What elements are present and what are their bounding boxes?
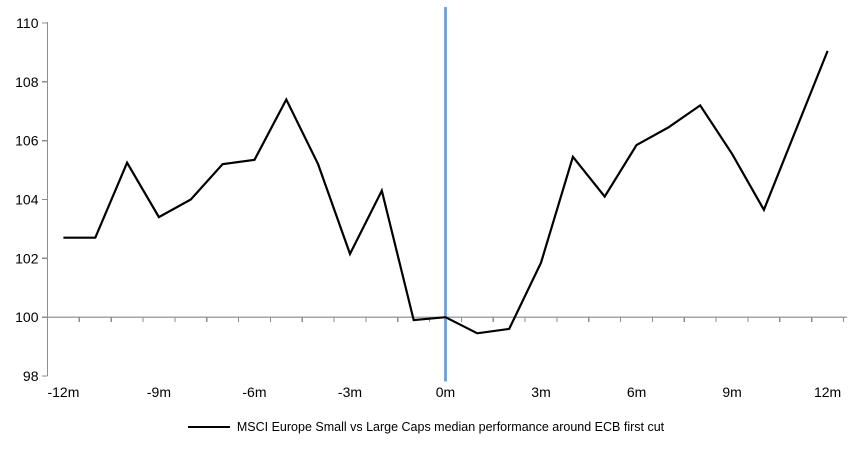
x-axis-label: 9m — [722, 384, 741, 400]
y-axis-label: 102 — [15, 250, 39, 266]
x-axis-label: 3m — [531, 384, 550, 400]
y-axis-label: 98 — [23, 368, 39, 384]
x-axis-label: 12m — [814, 384, 841, 400]
series-line — [63, 50, 829, 335]
x-axis-label: 6m — [627, 384, 646, 400]
legend-line-sample — [187, 426, 230, 428]
legend-label: MSCI Europe Small vs Large Caps median p… — [236, 420, 665, 434]
y-axis-label: 110 — [16, 15, 39, 31]
y-axis-label: 104 — [15, 192, 39, 208]
x-axis-label: -3m — [338, 384, 362, 400]
x-axis-label: 0m — [436, 384, 455, 400]
x-axis-label: -12m — [47, 384, 79, 400]
y-axis-label: 108 — [15, 74, 39, 90]
legend: MSCI Europe Small vs Large Caps median p… — [0, 420, 852, 434]
y-axis-label: 106 — [15, 133, 39, 149]
y-axis-label: 100 — [15, 309, 39, 325]
x-axis-label: -9m — [147, 384, 171, 400]
x-axis-label: -6m — [242, 384, 266, 400]
